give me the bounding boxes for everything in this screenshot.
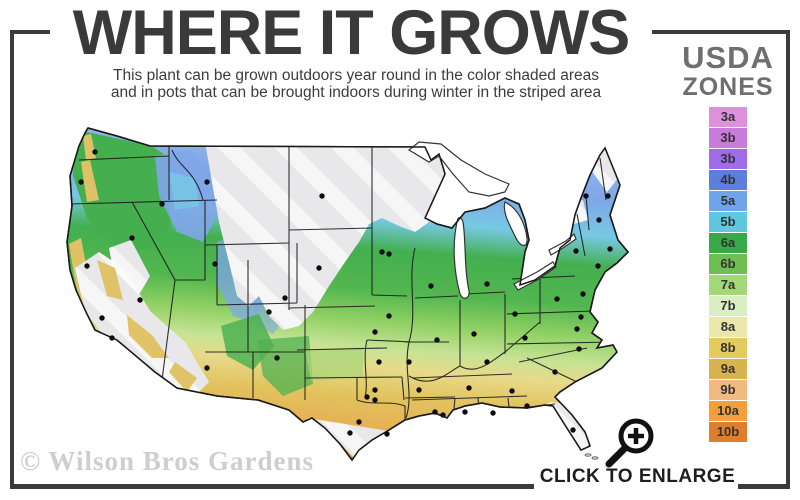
frame-bottom-left [10,484,534,489]
zone-swatch: 3a [709,107,747,127]
zone-swatch-column: 3a 3b 3b 4b 5a 5b 6a 6b 7a 7b 8a 8b 9a 9… [709,107,747,442]
click-to-enlarge-label[interactable]: CLICK TO ENLARGE [539,466,736,487]
usda-zones-legend: USDA ZONES 3a 3b 3b 4b 5a 5b 6a 6b 7a 7b… [672,42,784,443]
zone-swatch: 7b [709,296,747,316]
zone-swatch: 9b [709,380,747,400]
usda-zone-map[interactable] [57,100,667,475]
zone-swatch: 5b [709,212,747,232]
frame-top-left [10,30,50,34]
frame-left [10,30,14,489]
zone-swatch: 7a [709,275,747,295]
zone-swatch: 8b [709,338,747,358]
zone-swatch: 3b [709,128,747,148]
zone-swatch: 9a [709,359,747,379]
zone-swatch: 3b [709,149,747,169]
zone-swatch: 4b [709,170,747,190]
zone-swatch: 6b [709,254,747,274]
legend-heading-zones: ZONES [682,73,774,101]
subtitle-line-1: This plant can be grown outdoors year ro… [113,67,599,84]
legend-heading-usda: USDA [682,40,774,75]
frame-bottom-right [738,484,790,489]
watermark: © Wilson Bros Gardens [20,446,314,476]
zone-swatch: 8a [709,317,747,337]
magnifier-plus-icon[interactable] [600,415,662,473]
zone-swatch: 5a [709,191,747,211]
frame-right [786,30,790,489]
florida-keys [584,453,599,460]
subtitle-line-2: and in pots that can be brought indoors … [110,84,602,101]
zone-swatch: 10b [709,422,747,442]
page-title: WHERE IT GROWS [72,0,630,68]
frame-top-right [652,30,790,34]
zone-swatch: 10a [709,401,747,421]
zone-swatch: 6a [709,233,747,253]
subtitle: This plant can be grown outdoors year ro… [70,67,642,101]
city-dots [78,149,613,437]
